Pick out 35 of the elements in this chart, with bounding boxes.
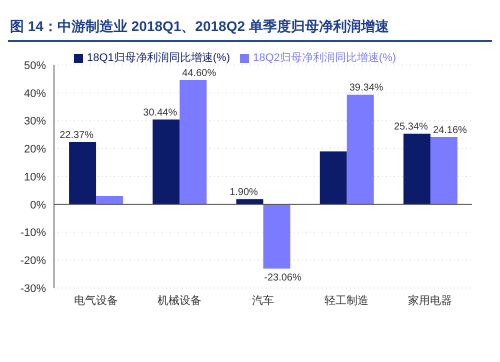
y-tick-label: 30%	[24, 116, 46, 128]
bar	[69, 142, 96, 204]
legend-label: 18Q2归母净利润同比增速(%)	[253, 52, 396, 64]
bar	[236, 199, 264, 204]
y-tick-label: -10%	[20, 227, 46, 240]
data-label: 44.60%	[182, 68, 216, 80]
data-label: -23.06%	[264, 272, 302, 284]
bar	[320, 151, 347, 204]
data-label: 22.37%	[60, 130, 94, 142]
bar	[96, 196, 124, 204]
chart-title: 图 14：中游制造业 2018Q1、2018Q2 单季度归母净利润增速	[8, 8, 492, 42]
data-label: 25.34%	[394, 122, 428, 133]
bar	[403, 134, 430, 204]
y-tick-label: 20%	[24, 144, 46, 156]
x-tick-label: 汽车	[252, 294, 274, 307]
x-tick-label: 机械设备	[157, 294, 202, 307]
y-tick-label: 40%	[24, 88, 46, 100]
y-tick-label: 0%	[30, 199, 46, 212]
y-tick-label: -30%	[20, 282, 46, 295]
legend-label: 18Q1归母净利润同比增速(%)	[86, 52, 230, 64]
x-tick-label: 家用电器	[408, 294, 452, 307]
data-label: 24.16%	[432, 125, 468, 136]
bar	[346, 94, 374, 204]
data-label: 39.34%	[349, 82, 384, 94]
x-tick-label: 轻工制造	[324, 294, 369, 307]
x-tick-label: 电气设备	[74, 294, 118, 307]
y-tick-label: 10%	[24, 171, 46, 184]
data-label: 30.44%	[143, 108, 178, 119]
bar	[430, 137, 458, 204]
bar	[263, 204, 290, 269]
data-label: 1.90%	[230, 187, 258, 198]
y-tick-label: 50%	[24, 60, 46, 72]
bar	[180, 80, 207, 204]
bar	[152, 120, 180, 204]
y-tick-label: -20%	[20, 255, 46, 268]
